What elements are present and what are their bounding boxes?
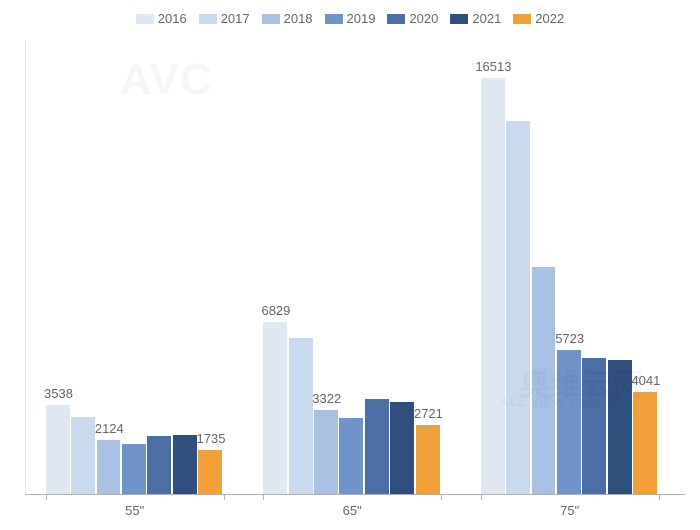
tick-mark [659, 494, 660, 500]
x-axis-label: 55" [125, 503, 144, 518]
bar [633, 392, 657, 494]
bar [173, 435, 197, 494]
legend-swatch [513, 14, 531, 24]
legend-item: 2021 [450, 10, 501, 26]
bar-group: 165135723404175" [481, 40, 659, 494]
legend-label: 2020 [409, 11, 438, 26]
legend-item: 2017 [199, 10, 250, 26]
tick-mark [46, 494, 47, 500]
bar [263, 322, 287, 494]
legend-item: 2020 [387, 10, 438, 26]
legend-swatch [199, 14, 217, 24]
bar [557, 350, 581, 494]
data-label: 3322 [312, 391, 341, 406]
legend-item: 2022 [513, 10, 564, 26]
bar [582, 358, 606, 494]
legend: 2016 2017 2018 2019 2020 2021 2022 [0, 10, 700, 26]
bar [365, 399, 389, 494]
legend-label: 2018 [284, 11, 313, 26]
bar [147, 436, 171, 494]
legend-label: 2022 [535, 11, 564, 26]
data-label: 6829 [261, 303, 290, 318]
bar [289, 338, 313, 494]
legend-swatch [387, 14, 405, 24]
legend-label: 2016 [158, 11, 187, 26]
legend-swatch [262, 14, 280, 24]
data-label: 2124 [95, 421, 124, 436]
bar [97, 440, 121, 494]
bar-group: 68293322272165" [263, 40, 441, 494]
bar [416, 425, 440, 494]
data-label: 2721 [414, 406, 443, 421]
bar [71, 417, 95, 494]
data-label: 4041 [631, 373, 660, 388]
legend-item: 2016 [136, 10, 187, 26]
x-axis-label: 75" [560, 503, 579, 518]
chart-container: 2016 2017 2018 2019 2020 2021 2022 3538 2124 173… [0, 0, 700, 530]
legend-item: 2018 [262, 10, 313, 26]
legend-label: 2019 [347, 11, 376, 26]
plot-area: 35382124173555"68293322272165"1651357234… [25, 40, 685, 495]
tick-mark [224, 494, 225, 500]
tick-mark [481, 494, 482, 500]
bar [314, 410, 338, 494]
legend-label: 2017 [221, 11, 250, 26]
bar [506, 121, 530, 494]
tick-mark [263, 494, 264, 500]
data-label: 3538 [44, 386, 73, 401]
x-axis-label: 65" [343, 503, 362, 518]
legend-swatch [450, 14, 468, 24]
bar-group: 35382124173555" [46, 40, 224, 494]
data-label: 1735 [197, 431, 226, 446]
legend-label: 2021 [472, 11, 501, 26]
bar [390, 402, 414, 494]
data-label: 16513 [475, 59, 511, 74]
bar [532, 267, 556, 494]
data-label: 5723 [555, 331, 584, 346]
bar [198, 450, 222, 494]
tick-mark [441, 494, 442, 500]
bar [46, 405, 70, 494]
bar [122, 444, 146, 494]
bar [339, 418, 363, 494]
bar [481, 78, 505, 494]
bar [608, 360, 632, 494]
legend-item: 2019 [325, 10, 376, 26]
legend-swatch [136, 14, 154, 24]
legend-swatch [325, 14, 343, 24]
